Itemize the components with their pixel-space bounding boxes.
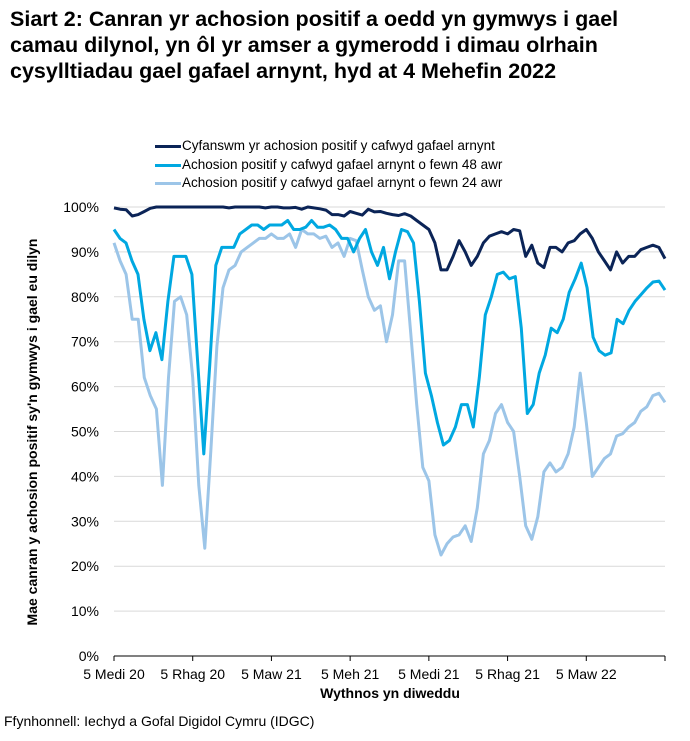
- y-tick-label: 70%: [71, 334, 99, 350]
- legend-item-total: Cyfanswm yr achosion positif y cafwyd ga…: [155, 137, 502, 156]
- y-tick-label: 80%: [71, 289, 99, 305]
- x-tick-label: 5 Meh 21: [321, 666, 380, 682]
- legend-label-48h: Achosion positif y cafwyd gafael arnynt …: [182, 156, 503, 172]
- y-tick-label: 20%: [71, 558, 99, 574]
- y-tick-label: 100%: [63, 199, 99, 215]
- gridlines: [114, 206, 665, 612]
- source-note: Ffynhonnell: Iechyd a Gofal Digidol Cymr…: [4, 713, 315, 729]
- legend-item-48h: Achosion positif y cafwyd gafael arnynt …: [155, 156, 502, 175]
- y-axis-label: Mae canran y achosion positif sy'n gymwy…: [24, 238, 40, 626]
- y-tick-label: 30%: [71, 513, 99, 529]
- legend-label-total: Cyfanswm yr achosion positif y cafwyd ga…: [182, 138, 495, 153]
- y-tick-label: 90%: [71, 244, 99, 260]
- legend-swatch-total-icon: [155, 144, 181, 148]
- legend-swatch-48h-icon: [155, 163, 181, 167]
- y-axis-tick-labels: 0% 10% 20% 30% 40% 50% 60% 70% 80% 90% 100%: [63, 199, 99, 664]
- x-tick-label: 5 Rhag 21: [475, 666, 540, 682]
- chart-legend: Cyfanswm yr achosion positif y cafwyd ga…: [155, 137, 502, 193]
- x-axis: 5 Medi 20 5 Rhag 20 5 Maw 21 5 Meh 21 5 Medi…: [83, 655, 666, 682]
- legend-item-24h: Achosion positif y cafwyd gafael arnynt …: [155, 174, 502, 193]
- y-tick-label: 10%: [71, 603, 99, 619]
- x-tick-label: 5 Medi 21: [398, 666, 460, 682]
- y-tick-label: 50%: [71, 424, 99, 440]
- x-tick-label: 5 Medi 20: [83, 666, 145, 682]
- x-tick-label: 5 Maw 22: [556, 666, 617, 682]
- series-line: [113, 205, 667, 272]
- legend-label-24h: Achosion positif y cafwyd gafael arnynt …: [182, 175, 503, 191]
- y-tick-label: 40%: [71, 468, 99, 484]
- y-tick-label: 60%: [71, 379, 99, 395]
- x-tick-label: 5 Maw 21: [241, 666, 302, 682]
- x-tick-label: 5 Rhag 20: [160, 666, 225, 682]
- x-axis-label: Wythnos yn diweddu: [320, 685, 460, 701]
- chart-title: Siart 2: Canran yr achosion positif a oe…: [10, 7, 619, 83]
- series-line: [112, 219, 667, 456]
- legend-swatch-24h-icon: [155, 182, 181, 186]
- series-line: [112, 228, 667, 557]
- series-lines: [112, 205, 667, 557]
- y-tick-label: 0%: [79, 648, 99, 664]
